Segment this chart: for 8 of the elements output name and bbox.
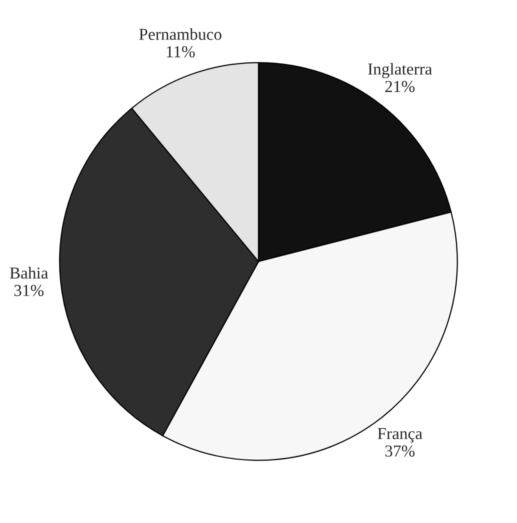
- slice-label: França: [378, 428, 422, 443]
- data-label: 31%: [14, 284, 44, 296]
- data-label: 21%: [385, 80, 415, 92]
- data-label: 37%: [385, 445, 415, 457]
- slice-label: Inglaterra: [368, 62, 432, 78]
- slice-label: Pernambuco: [139, 28, 222, 40]
- slice-label: Bahia: [10, 266, 48, 279]
- data-label: 11%: [166, 46, 195, 58]
